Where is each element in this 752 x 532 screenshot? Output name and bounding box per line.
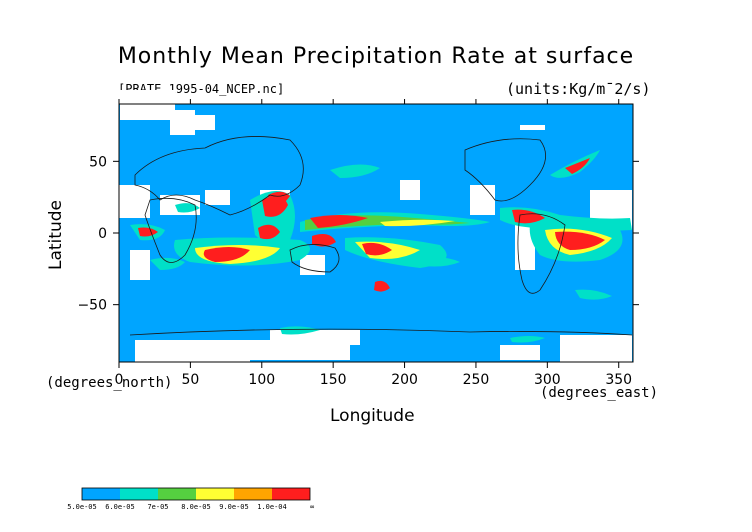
x-tick-label: 350: [605, 372, 632, 388]
coastline: [134, 136, 304, 216]
heavy-rain-area: [565, 158, 590, 174]
coastline: [129, 328, 633, 336]
masked-area: [515, 225, 535, 270]
colorbar-frame: [81, 487, 311, 501]
moderate-rain-area: [420, 257, 460, 267]
y-tick-label: 50: [89, 154, 107, 170]
colorbar-label: 5.0e-05: [67, 503, 97, 511]
coastline: [289, 244, 340, 273]
coastline: [517, 213, 566, 294]
colorbar-swatch: [120, 488, 158, 500]
coastline: [144, 197, 197, 263]
heavy-rain-area: [203, 247, 250, 262]
moderate-rain-area: [150, 257, 185, 270]
y-tick-label: −50: [77, 298, 107, 314]
colorbar-swatch: [82, 488, 120, 500]
colorbar-swatch: [158, 488, 196, 500]
masked-area: [520, 125, 545, 130]
masked-area: [300, 255, 325, 275]
heavy-rain-area: [138, 227, 158, 237]
masked-area: [185, 115, 215, 130]
heavy-rain-area: [310, 215, 368, 228]
y-tick-label: 0: [98, 226, 107, 242]
colorbar-swatch: [234, 488, 272, 500]
x-axis-label: Longitude: [330, 406, 415, 426]
masked-area: [400, 180, 420, 200]
heavy-rain-area: [258, 224, 280, 240]
colorbar-label: 8.0e-05: [181, 503, 211, 511]
heavy-rain-area: [374, 280, 390, 292]
masked-area: [118, 185, 150, 218]
x-tick-label: 0: [115, 372, 124, 388]
masked-area: [120, 90, 175, 120]
masked-area: [470, 185, 495, 215]
colorbar-label: 1.0e-04: [257, 503, 287, 511]
colorbar-swatch: [272, 488, 310, 500]
units-label: (units:Kg/m¯2/s): [506, 80, 651, 98]
colorbar-swatch: [196, 488, 234, 500]
x-tick-label: 200: [391, 372, 418, 388]
moderate-rain-area: [550, 150, 600, 178]
x-tick-label: 150: [320, 372, 347, 388]
x-tick-label: 300: [534, 372, 561, 388]
x-tick-label: 50: [181, 372, 199, 388]
x-tick-label: 250: [463, 372, 490, 388]
masked-area: [130, 250, 150, 280]
chart-title: Monthly Mean Precipitation Rate at surfa…: [117, 44, 635, 69]
moderate-rain-area: [330, 164, 380, 178]
moderate-rain-area: [280, 326, 320, 335]
x-tick-label: 100: [248, 372, 275, 388]
colorbar-label: 9.0e-05: [219, 503, 249, 511]
heavy-rain-area: [512, 209, 545, 224]
rain-area-level-3: [380, 219, 455, 227]
heavy-rain-area: [312, 234, 336, 247]
masked-area: [560, 335, 632, 362]
y-units-label: (degrees_north): [46, 375, 173, 391]
y-axis-label: Latitude: [46, 200, 66, 270]
heavy-rain-area: [362, 242, 392, 256]
colorbar-label: ∞: [310, 503, 314, 511]
moderate-rain-area: [175, 203, 200, 213]
heavy-rain-area: [555, 231, 605, 250]
moderate-rain-area: [510, 336, 545, 343]
x-units-label: (degrees_east): [540, 385, 659, 401]
moderate-rain-area: [575, 289, 612, 300]
masked-area: [205, 190, 230, 205]
masked-area: [500, 345, 540, 360]
colorbar-label: 6.0e-05: [105, 503, 135, 511]
colorbar-label: 7e-05: [147, 503, 168, 511]
coastline: [464, 138, 547, 202]
